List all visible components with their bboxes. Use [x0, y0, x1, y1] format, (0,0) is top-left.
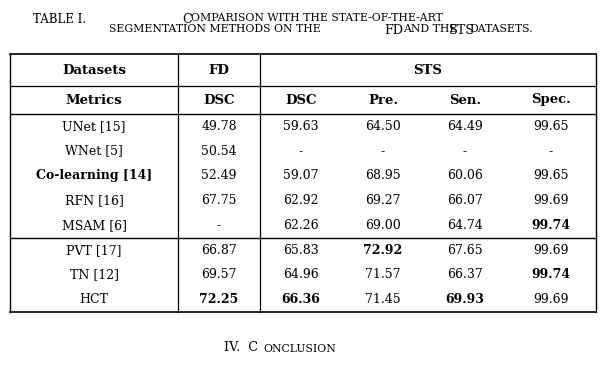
Text: Spec.: Spec.: [531, 93, 571, 106]
Text: DATASETS.: DATASETS.: [470, 24, 533, 34]
Text: 67.75: 67.75: [201, 194, 237, 207]
Text: 49.78: 49.78: [201, 120, 237, 133]
Text: 64.96: 64.96: [283, 268, 319, 281]
Text: Datasets: Datasets: [62, 64, 126, 77]
Text: 52.49: 52.49: [201, 169, 237, 182]
Text: 59.63: 59.63: [283, 120, 319, 133]
Text: 68.95: 68.95: [365, 169, 401, 182]
Text: 59.07: 59.07: [283, 169, 319, 182]
Text: 66.37: 66.37: [447, 268, 483, 281]
Text: DSC: DSC: [285, 93, 317, 106]
Text: 66.87: 66.87: [201, 244, 237, 257]
Text: 64.50: 64.50: [365, 120, 401, 133]
Text: SEGMENTATION METHODS ON THE: SEGMENTATION METHODS ON THE: [109, 24, 321, 34]
Text: 66.07: 66.07: [447, 194, 483, 207]
Text: OMPARISON WITH THE STATE-OF-THE-ART: OMPARISON WITH THE STATE-OF-THE-ART: [191, 13, 442, 23]
Text: 64.74: 64.74: [447, 219, 483, 232]
Text: 99.69: 99.69: [533, 293, 569, 306]
Text: ONCLUSION: ONCLUSION: [264, 344, 336, 354]
Text: 99.69: 99.69: [533, 244, 569, 257]
Text: 99.69: 99.69: [533, 194, 569, 207]
Text: 60.06: 60.06: [447, 169, 483, 182]
Text: STS: STS: [448, 24, 474, 37]
Text: -: -: [381, 145, 385, 158]
Text: RFN [16]: RFN [16]: [65, 194, 124, 207]
Text: 69.57: 69.57: [201, 268, 237, 281]
Text: Pre.: Pre.: [368, 93, 398, 106]
Text: 99.65: 99.65: [533, 169, 569, 182]
Text: 62.26: 62.26: [283, 219, 319, 232]
Text: 71.45: 71.45: [365, 293, 401, 306]
Text: AND THE: AND THE: [403, 24, 458, 34]
Text: C: C: [182, 13, 191, 26]
Text: -: -: [299, 145, 303, 158]
Text: -: -: [549, 145, 553, 158]
Text: 69.27: 69.27: [365, 194, 401, 207]
Text: WNet [5]: WNet [5]: [65, 145, 123, 158]
Text: HCT: HCT: [79, 293, 108, 306]
Text: DSC: DSC: [203, 93, 235, 106]
Text: Sen.: Sen.: [449, 93, 481, 106]
Text: 67.65: 67.65: [447, 244, 483, 257]
Text: 99.74: 99.74: [531, 268, 571, 281]
Text: FD: FD: [208, 64, 230, 77]
Text: Co-learning [14]: Co-learning [14]: [36, 169, 152, 182]
Text: TABLE I.: TABLE I.: [33, 13, 87, 26]
Text: UNet [15]: UNet [15]: [62, 120, 126, 133]
Text: 69.93: 69.93: [445, 293, 484, 306]
Text: 69.00: 69.00: [365, 219, 401, 232]
Text: STS: STS: [413, 64, 442, 77]
Text: -: -: [463, 145, 467, 158]
Text: IV.  C: IV. C: [224, 341, 258, 354]
Text: 65.83: 65.83: [283, 244, 319, 257]
Text: 50.54: 50.54: [201, 145, 237, 158]
Text: 72.92: 72.92: [364, 244, 402, 257]
Text: TN [12]: TN [12]: [70, 268, 119, 281]
Text: Metrics: Metrics: [65, 93, 122, 106]
Text: 62.92: 62.92: [283, 194, 319, 207]
Text: 72.25: 72.25: [199, 293, 239, 306]
Text: 99.65: 99.65: [533, 120, 569, 133]
Text: -: -: [217, 219, 221, 232]
Text: 66.36: 66.36: [282, 293, 321, 306]
Text: 64.49: 64.49: [447, 120, 483, 133]
Text: 99.74: 99.74: [531, 219, 571, 232]
Text: PVT [17]: PVT [17]: [66, 244, 122, 257]
Text: MSAM [6]: MSAM [6]: [61, 219, 127, 232]
Text: 71.57: 71.57: [365, 268, 401, 281]
Text: FD: FD: [385, 24, 404, 37]
